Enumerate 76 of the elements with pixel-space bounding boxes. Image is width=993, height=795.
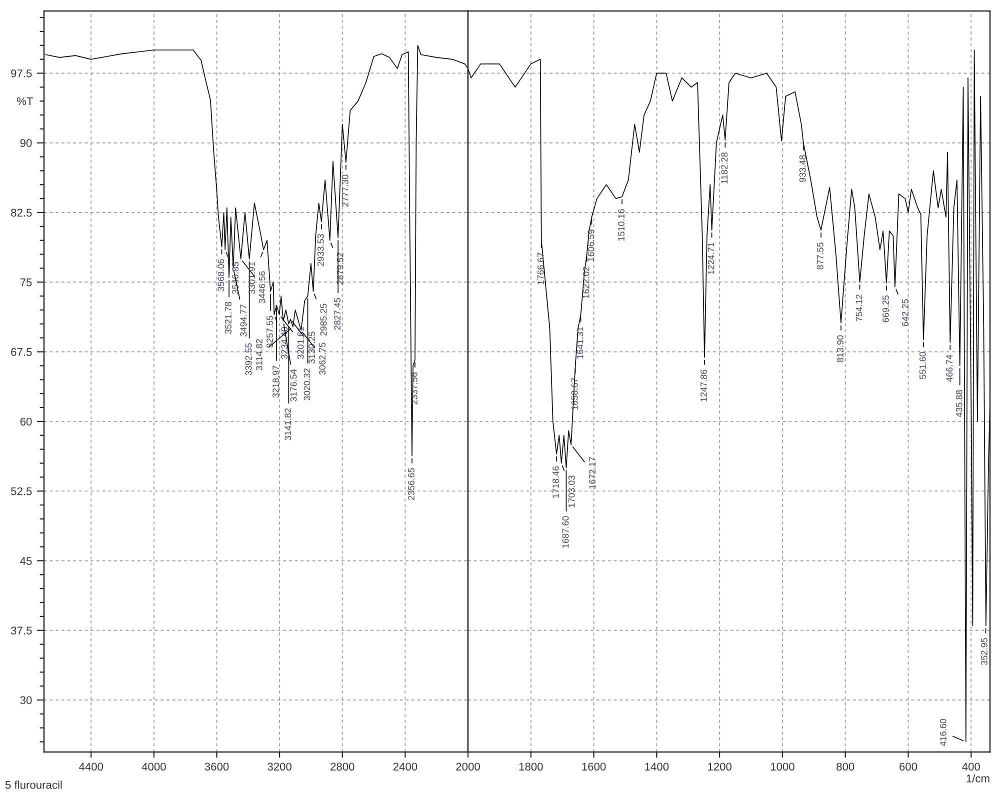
annotation: 1718.46 (552, 466, 559, 498)
annotation: 3446.56 (258, 271, 266, 304)
annotation: 2933.53 (317, 234, 324, 266)
x-tick-label: 3200 (268, 762, 292, 771)
x-tick-label: 2000 (456, 762, 480, 771)
annotation: 3130.25 (308, 332, 315, 364)
annotation: 435.88 (956, 390, 962, 418)
y-tick-label: 97.5 (11, 69, 32, 78)
annotation: 3301.91 (248, 262, 255, 294)
x-tick-label: 3600 (204, 762, 229, 771)
annotation: 1622.02 (582, 266, 590, 298)
x-tick-label: 4000 (142, 762, 166, 771)
annotation: 813.90 (837, 335, 844, 362)
annotation: 2777.30 (342, 174, 348, 207)
annotation: 3201.61 (297, 327, 304, 359)
y-tick-label: 37.5 (10, 626, 32, 634)
annotation: 1641.31 (576, 327, 584, 359)
annotation: 352.95 (981, 638, 988, 665)
y-tick-label: 30 (20, 696, 32, 704)
y-axis-title: %T (16, 97, 33, 106)
annotation: 3062.75 (319, 342, 326, 375)
annotation: 3494.77 (240, 304, 247, 336)
annotation: 1247.86 (700, 370, 707, 402)
x-tick-label: 2400 (393, 762, 418, 771)
x-tick-label: 800 (836, 762, 854, 771)
annotation: 642.25 (902, 299, 908, 326)
annotation: 754.12 (856, 294, 862, 322)
annotation: 3521.78 (225, 302, 232, 334)
x-tick-label: 1400 (645, 762, 669, 771)
annotation: 3020.32 (304, 368, 310, 400)
x-tick-label: 1600 (582, 762, 606, 771)
y-tick-label: 67.5 (11, 348, 32, 356)
x-tick-label: 4400 (79, 762, 104, 771)
annotation: 669.25 (882, 295, 889, 322)
x-tick-label: 600 (900, 762, 918, 771)
annotation: 551.60 (919, 352, 926, 379)
annotation: 1606.59 (588, 230, 594, 262)
annotation: 416.60 (940, 718, 946, 746)
annotation: 1703.03 (568, 476, 575, 508)
annotation: 2827.45 (334, 298, 340, 330)
x-tick-label: 2800 (330, 762, 354, 771)
annotation: 1672.17 (589, 457, 596, 489)
annotation: 877.55 (816, 242, 824, 270)
annotation: 1510.16 (618, 209, 624, 241)
annotation: 1224.71 (708, 242, 714, 274)
annotation: 933.48 (799, 155, 806, 182)
annotation: 3141.82 (284, 408, 292, 440)
x-tick-label: 1000 (770, 762, 794, 771)
y-tick-label: 52.5 (11, 487, 32, 496)
x-tick-label: 1200 (708, 762, 732, 771)
x-tick-label: 1800 (519, 762, 543, 771)
annotation: 1766.67 (537, 252, 544, 284)
x-axis-title: 1/cm (966, 774, 990, 782)
annotation: 1182.28 (721, 152, 728, 184)
text: 5 flurouracil (5, 780, 62, 789)
y-tick-label: 90 (20, 139, 32, 147)
annotation: 3257.55 (266, 316, 273, 348)
x-tick-label: 400 (962, 762, 980, 771)
y-tick-label: 82.5 (11, 208, 32, 217)
annotation: 3114.82 (256, 339, 262, 370)
annotation: 3546.85 (232, 262, 239, 294)
y-tick-label: 60 (20, 418, 32, 426)
annotation: 2879.52 (336, 252, 344, 285)
annotation: 466.74 (946, 354, 953, 382)
annotation: 3176.54 (290, 369, 297, 402)
annotation: 3234.40 (281, 326, 288, 359)
annotation: 1687.60 (562, 516, 569, 548)
annotation: 2356.65 (408, 468, 414, 500)
y-tick-label: 45 (20, 557, 32, 565)
annotation: 1658.67 (571, 378, 578, 410)
y-tick-label: 75 (20, 278, 32, 286)
annotation: 3568.06 (218, 259, 224, 292)
annotation: 2337.56 (411, 372, 418, 404)
annotation: 3392.55 (245, 343, 252, 376)
annotation: 3218.97 (272, 366, 279, 398)
annotation: 2985.25 (320, 304, 327, 336)
